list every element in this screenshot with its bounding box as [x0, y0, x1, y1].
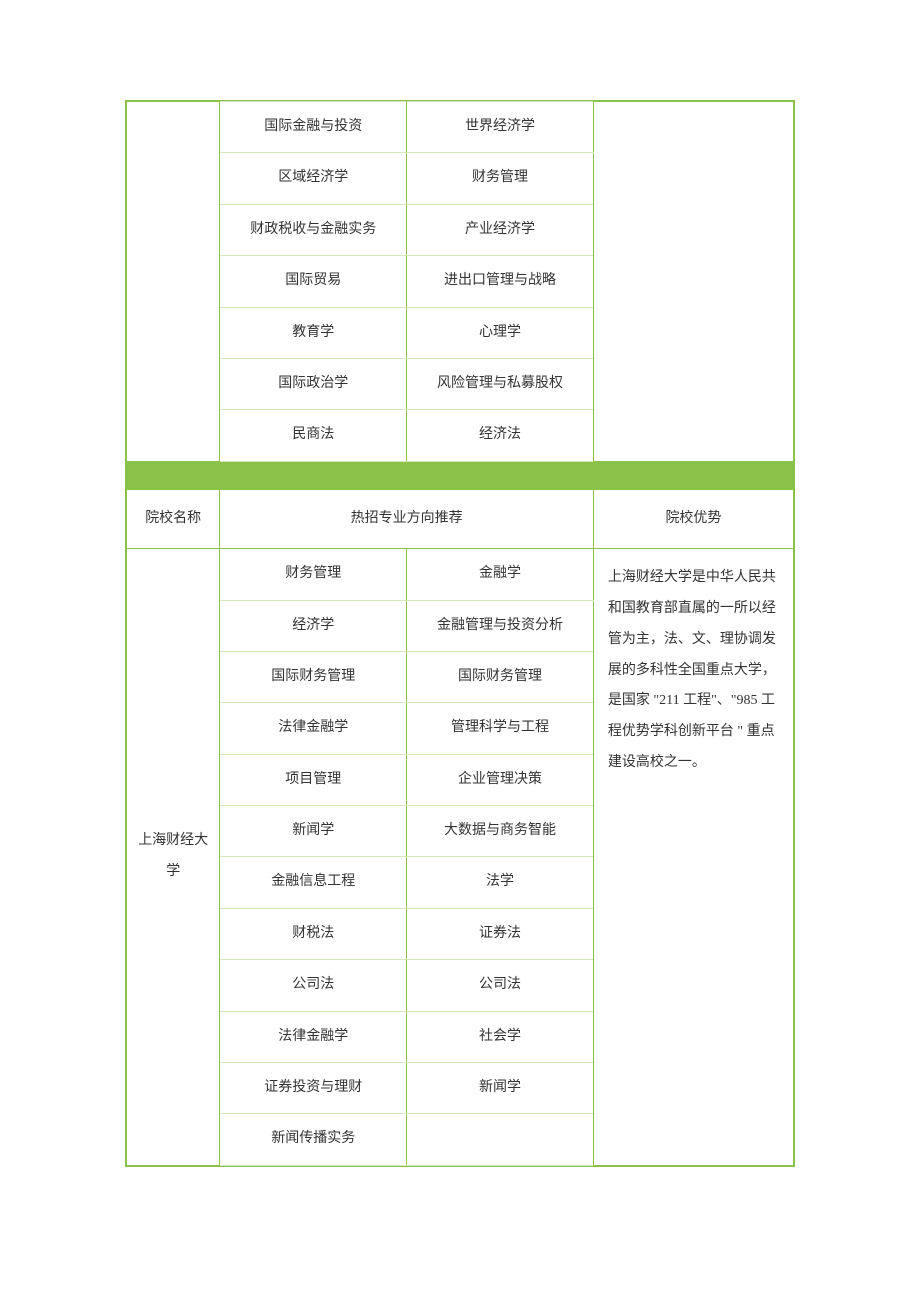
header-advantage: 院校优势: [593, 489, 793, 548]
table-row: 上海财经大学 财务管理 金融学 上海财经大学是中华人民共和国教育部直属的一所以经…: [127, 549, 794, 600]
major-cell: 金融学: [407, 549, 594, 600]
major-cell: 进出口管理与战略: [407, 256, 594, 307]
header-majors: 热招专业方向推荐: [220, 489, 594, 548]
header-row: 院校名称 热招专业方向推荐 院校优势: [127, 489, 794, 548]
school-name-cell: 上海财经大学: [127, 549, 220, 1166]
major-cell: 国际贸易: [220, 256, 407, 307]
major-cell: 金融管理与投资分析: [407, 600, 594, 651]
major-cell: 法律金融学: [220, 703, 407, 754]
main-table: 国际金融与投资 世界经济学 区域经济学 财务管理 财政税收与金融实务 产业经济学…: [126, 101, 794, 1166]
major-cell: 财务管理: [407, 153, 594, 204]
separator-row: [127, 461, 794, 489]
major-cell: 财税法: [220, 908, 407, 959]
school-cell-empty: [127, 102, 220, 462]
major-cell: 国际政治学: [220, 358, 407, 409]
major-cell: 法律金融学: [220, 1011, 407, 1062]
major-cell: 国际金融与投资: [220, 102, 407, 153]
major-cell: 证券法: [407, 908, 594, 959]
major-cell: 世界经济学: [407, 102, 594, 153]
major-cell: 公司法: [407, 960, 594, 1011]
major-cell: 产业经济学: [407, 204, 594, 255]
header-school: 院校名称: [127, 489, 220, 548]
major-cell: 管理科学与工程: [407, 703, 594, 754]
major-cell: 区域经济学: [220, 153, 407, 204]
major-cell: 新闻学: [407, 1063, 594, 1114]
major-cell: 财务管理: [220, 549, 407, 600]
major-cell: 国际财务管理: [407, 651, 594, 702]
major-cell: 经济法: [407, 410, 594, 461]
major-cell: 项目管理: [220, 754, 407, 805]
major-cell: 民商法: [220, 410, 407, 461]
major-cell: 企业管理决策: [407, 754, 594, 805]
major-cell: 风险管理与私募股权: [407, 358, 594, 409]
table-container: 国际金融与投资 世界经济学 区域经济学 财务管理 财政税收与金融实务 产业经济学…: [125, 100, 795, 1167]
major-cell: 新闻传播实务: [220, 1114, 407, 1165]
green-separator: [127, 461, 794, 489]
major-cell: 法学: [407, 857, 594, 908]
major-cell: 教育学: [220, 307, 407, 358]
table-row: 国际金融与投资 世界经济学: [127, 102, 794, 153]
major-cell: 财政税收与金融实务: [220, 204, 407, 255]
major-cell: 心理学: [407, 307, 594, 358]
major-cell: [407, 1114, 594, 1165]
advantage-cell-empty: [593, 102, 793, 462]
major-cell: 公司法: [220, 960, 407, 1011]
major-cell: 证券投资与理财: [220, 1063, 407, 1114]
major-cell: 金融信息工程: [220, 857, 407, 908]
major-cell: 社会学: [407, 1011, 594, 1062]
major-cell: 大数据与商务智能: [407, 806, 594, 857]
major-cell: 新闻学: [220, 806, 407, 857]
major-cell: 经济学: [220, 600, 407, 651]
major-cell: 国际财务管理: [220, 651, 407, 702]
advantage-cell: 上海财经大学是中华人民共和国教育部直属的一所以经管为主，法、文、理协调发展的多科…: [593, 549, 793, 1166]
